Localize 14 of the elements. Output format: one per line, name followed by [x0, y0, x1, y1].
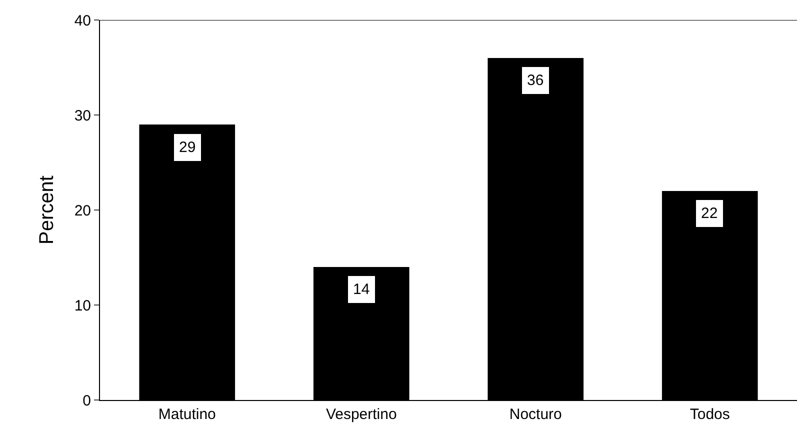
x-tick-label: Todos: [690, 406, 730, 423]
y-tick-label: 20: [74, 202, 91, 220]
data-label: 29: [179, 139, 196, 156]
data-label: 22: [701, 205, 718, 222]
data-label: 14: [353, 281, 370, 298]
y-tick-label: 10: [74, 297, 91, 314]
x-tick-label: Vespertino: [326, 406, 397, 423]
y-tick-label: 40: [74, 12, 91, 30]
y-tick-label: 0: [82, 392, 91, 410]
y-tick-label: 30: [74, 107, 91, 124]
x-tick-label: Nocturo: [509, 406, 562, 423]
y-axis-title: Percent: [36, 175, 58, 244]
data-label: 36: [527, 72, 544, 89]
x-tick-label: Matutino: [158, 406, 216, 423]
